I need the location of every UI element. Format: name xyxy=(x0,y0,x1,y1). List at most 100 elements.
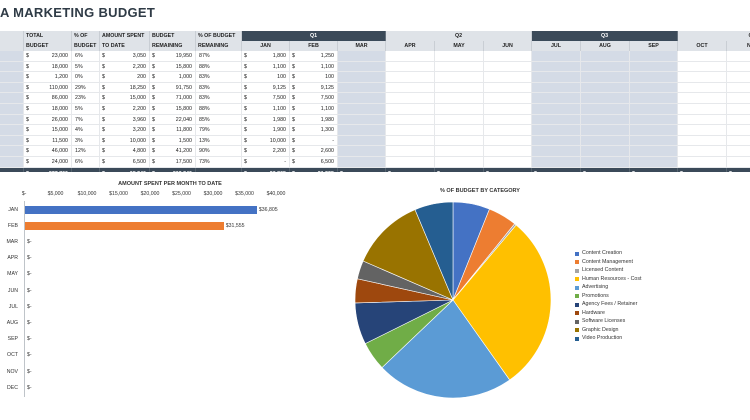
cell-month[interactable] xyxy=(581,72,630,83)
cell-month[interactable] xyxy=(532,146,581,157)
row-blank[interactable] xyxy=(0,51,24,62)
cell-month[interactable] xyxy=(435,157,484,168)
cell-pct[interactable]: 0% xyxy=(72,72,100,83)
row-blank[interactable] xyxy=(0,157,24,168)
cell-feb[interactable]: $2,600 xyxy=(290,146,338,157)
cell-month[interactable] xyxy=(678,61,727,73)
cell-month[interactable] xyxy=(435,125,484,136)
cell-month[interactable] xyxy=(630,51,678,62)
cell-spent[interactable]: $200 xyxy=(100,72,150,83)
cell-month[interactable] xyxy=(532,72,581,83)
cell-total[interactable]: $15,000 xyxy=(24,125,72,136)
cell-month[interactable] xyxy=(581,104,630,115)
cell-month[interactable] xyxy=(532,104,581,115)
cell-jan[interactable]: $9,125 xyxy=(242,82,290,94)
cell-month[interactable] xyxy=(532,114,581,126)
cell-month[interactable] xyxy=(386,93,435,104)
cell-month[interactable] xyxy=(727,104,750,115)
cell-month[interactable] xyxy=(630,114,678,126)
cell-feb[interactable]: $7,500 xyxy=(290,93,338,104)
cell-remaining[interactable]: $11,800 xyxy=(150,125,196,136)
cell-pct-remaining[interactable]: 83% xyxy=(196,72,242,83)
cell-month[interactable] xyxy=(484,61,532,73)
cell-month[interactable] xyxy=(678,82,727,94)
cell-month[interactable] xyxy=(532,61,581,73)
cell-remaining[interactable]: $91,750 xyxy=(150,82,196,94)
cell-month[interactable] xyxy=(727,135,750,147)
cell-feb[interactable]: $9,125 xyxy=(290,82,338,94)
cell-jan[interactable]: $1,800 xyxy=(242,51,290,62)
cell-jan[interactable]: $1,980 xyxy=(242,114,290,126)
cell-month[interactable] xyxy=(435,104,484,115)
cell-pct-remaining[interactable]: 88% xyxy=(196,104,242,115)
cell-month[interactable] xyxy=(727,51,750,62)
cell-month[interactable] xyxy=(727,72,750,83)
cell-feb[interactable]: $100 xyxy=(290,72,338,83)
cell-jan[interactable]: $1,900 xyxy=(242,125,290,136)
cell-month[interactable] xyxy=(435,82,484,94)
cell-month[interactable] xyxy=(484,93,532,104)
cell-month[interactable] xyxy=(581,93,630,104)
cell-total[interactable]: $1,200 xyxy=(24,72,72,83)
cell-pct[interactable]: 29% xyxy=(72,82,100,94)
cell-remaining[interactable]: $19,950 xyxy=(150,51,196,62)
cell-month[interactable] xyxy=(678,104,727,115)
cell-jan[interactable]: $7,500 xyxy=(242,93,290,104)
cell-month[interactable] xyxy=(338,146,386,157)
cell-pct[interactable]: 5% xyxy=(72,104,100,115)
cell-month[interactable] xyxy=(678,135,727,147)
cell-month[interactable] xyxy=(435,72,484,83)
cell-month[interactable] xyxy=(727,146,750,157)
cell-month[interactable] xyxy=(386,125,435,136)
cell-month[interactable] xyxy=(338,82,386,94)
cell-month[interactable] xyxy=(484,157,532,168)
cell-month[interactable] xyxy=(678,51,727,62)
cell-month[interactable] xyxy=(484,51,532,62)
cell-pct-remaining[interactable]: 83% xyxy=(196,82,242,94)
cell-month[interactable] xyxy=(532,82,581,94)
cell-remaining[interactable]: $22,040 xyxy=(150,114,196,126)
cell-pct[interactable]: 6% xyxy=(72,157,100,168)
cell-month[interactable] xyxy=(581,51,630,62)
cell-spent[interactable]: $18,250 xyxy=(100,82,150,94)
row-blank[interactable] xyxy=(0,104,24,115)
cell-pct[interactable]: 6% xyxy=(72,51,100,62)
cell-total[interactable]: $11,500 xyxy=(24,135,72,147)
cell-feb[interactable]: $6,500 xyxy=(290,157,338,168)
row-blank[interactable] xyxy=(0,114,24,126)
cell-jan[interactable]: $1,100 xyxy=(242,61,290,73)
cell-month[interactable] xyxy=(386,114,435,126)
cell-month[interactable] xyxy=(386,157,435,168)
cell-month[interactable] xyxy=(727,114,750,126)
cell-month[interactable] xyxy=(630,61,678,73)
cell-month[interactable] xyxy=(338,93,386,104)
cell-month[interactable] xyxy=(484,135,532,147)
cell-month[interactable] xyxy=(678,157,727,168)
cell-remaining[interactable]: $17,500 xyxy=(150,157,196,168)
cell-feb[interactable]: $1,300 xyxy=(290,125,338,136)
cell-pct[interactable]: 12% xyxy=(72,146,100,157)
cell-month[interactable] xyxy=(581,82,630,94)
cell-month[interactable] xyxy=(532,51,581,62)
cell-month[interactable] xyxy=(678,114,727,126)
cell-month[interactable] xyxy=(678,146,727,157)
cell-month[interactable] xyxy=(435,135,484,147)
cell-month[interactable] xyxy=(338,157,386,168)
row-blank[interactable] xyxy=(0,146,24,157)
cell-pct-remaining[interactable]: 90% xyxy=(196,146,242,157)
cell-month[interactable] xyxy=(386,104,435,115)
row-blank[interactable] xyxy=(0,82,24,94)
cell-month[interactable] xyxy=(532,125,581,136)
cell-remaining[interactable]: $1,000 xyxy=(150,72,196,83)
cell-feb[interactable]: $1,100 xyxy=(290,61,338,73)
cell-pct[interactable]: 5% xyxy=(72,61,100,73)
cell-month[interactable] xyxy=(338,72,386,83)
cell-month[interactable] xyxy=(678,125,727,136)
cell-month[interactable] xyxy=(581,114,630,126)
cell-feb[interactable]: $1,250 xyxy=(290,51,338,62)
cell-spent[interactable]: $10,000 xyxy=(100,135,150,147)
cell-feb[interactable]: $1,980 xyxy=(290,114,338,126)
cell-remaining[interactable]: $71,000 xyxy=(150,93,196,104)
cell-total[interactable]: $110,000 xyxy=(24,82,72,94)
cell-month[interactable] xyxy=(532,93,581,104)
